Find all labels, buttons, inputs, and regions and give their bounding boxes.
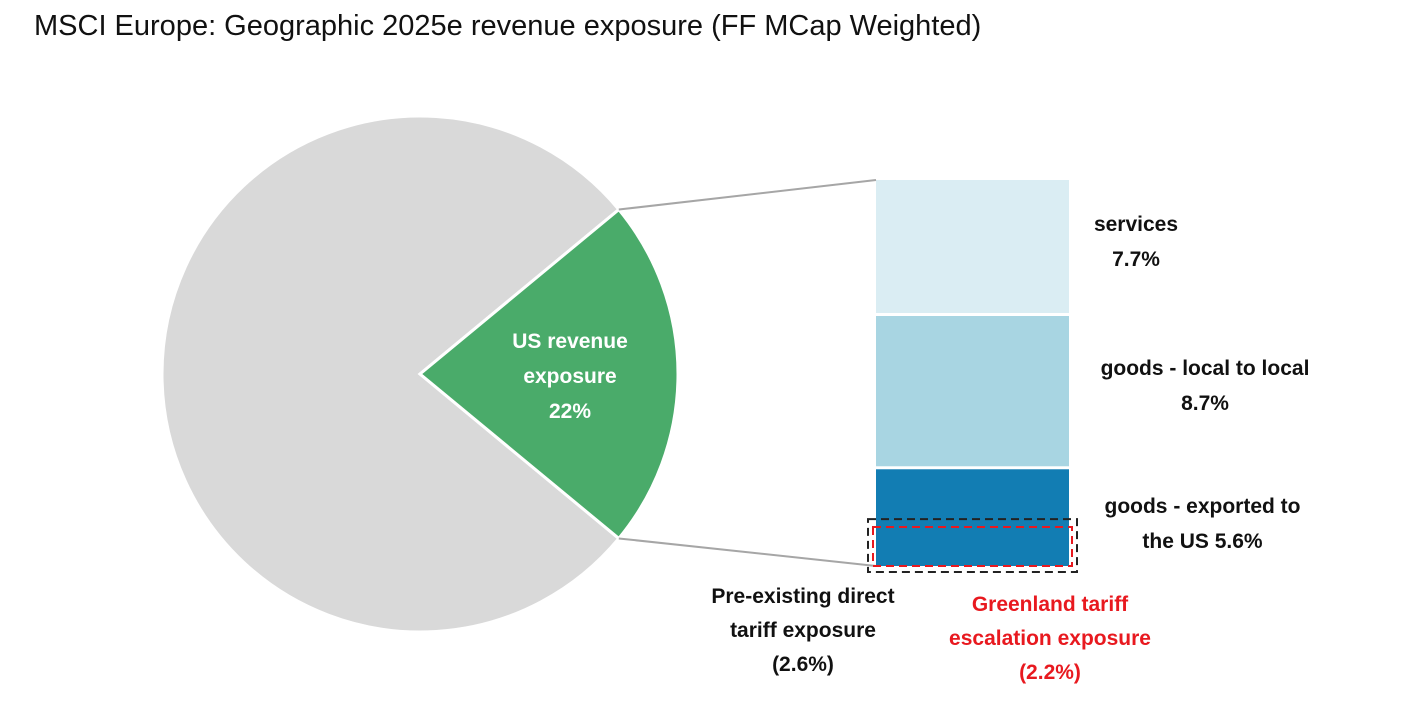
connector-line-bottom <box>618 537 877 567</box>
annotation-pre-existing-tariff: Pre-existing direct tariff exposure (2.6… <box>711 585 895 676</box>
bar-segment-goods-local-to-local <box>876 316 1069 467</box>
highlight-box-greenland-tariff <box>872 526 1073 567</box>
pie-slice-other <box>160 114 621 634</box>
annotation-greenland-tariff: Greenland tariff escalation exposure (2.… <box>949 593 1151 684</box>
chart-title: MSCI Europe: Geographic 2025e revenue ex… <box>34 10 982 42</box>
bar-label-goods-exported: goods - exported to the US 5.6% <box>1104 495 1301 553</box>
bar-segment-services <box>876 180 1069 313</box>
pie-slice-label-us: US revenue exposure 22% <box>512 330 628 423</box>
pie-slice-us-revenue <box>417 207 680 541</box>
highlight-box-pre-existing-tariff <box>867 518 1078 573</box>
bar-label-services: services 7.7% <box>1093 213 1179 271</box>
bar-segment-goods-exported-to-the-us <box>876 469 1069 566</box>
bar-label-goods-local: goods - local to local 8.7% <box>1100 357 1310 415</box>
connector-line-top <box>618 179 877 211</box>
